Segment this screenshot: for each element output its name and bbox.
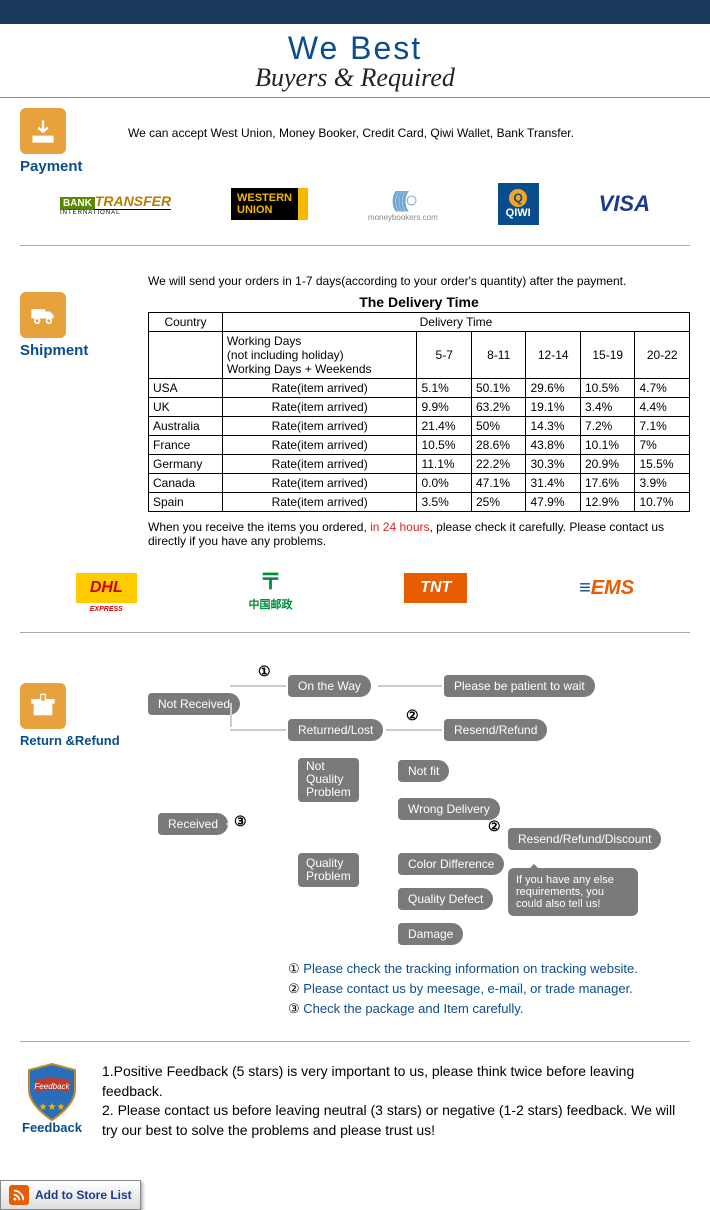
node-quality-problem: QualityProblem	[298, 853, 359, 887]
speech-bubble: If you have any else requirements, you c…	[508, 868, 638, 916]
feedback-section: Feedback ★★★ Feedback 1.Positive Feedback…	[0, 1052, 710, 1150]
node-not-quality-problem: NotQualityProblem	[298, 758, 359, 802]
return-notes: ① Please check the tracking information …	[288, 961, 690, 1017]
payment-logos: BANKTRANSFER INTERNATIONAL WESTERNUNION …	[20, 183, 690, 225]
return-label: Return &Refund	[20, 733, 130, 748]
western-union-logo: WESTERNUNION	[231, 188, 308, 220]
node-wrong-delivery: Wrong Delivery	[398, 798, 500, 820]
add-to-store-button[interactable]: Add to Store List	[0, 1180, 141, 1210]
node-patient: Please be patient to wait	[444, 675, 595, 697]
shipment-intro: We will send your orders in 1-7 days(acc…	[148, 274, 690, 288]
payment-icon	[20, 108, 66, 154]
page-subtitle: Buyers & Required	[0, 63, 710, 97]
shipment-note: When you receive the items you ordered, …	[148, 520, 690, 548]
tnt-logo: TNT	[404, 573, 467, 603]
return-icon	[20, 683, 66, 729]
node-received: Received	[158, 813, 228, 835]
shipment-icon	[20, 292, 66, 338]
node-not-fit: Not fit	[398, 760, 449, 782]
rss-icon	[9, 1185, 29, 1205]
divider	[20, 1041, 690, 1042]
return-flowchart: Not Received ① On the Way Please be pati…	[148, 663, 690, 953]
node-on-way: On the Way	[288, 675, 371, 697]
payment-text: We can accept West Union, Money Booker, …	[128, 126, 690, 140]
moneybookers-logo: ((((○moneybookers.com	[368, 187, 438, 222]
svg-text:Feedback: Feedback	[34, 1082, 70, 1091]
top-bar	[0, 0, 710, 24]
node-not-received: Not Received	[148, 693, 240, 715]
node-resend: Resend/Refund	[444, 719, 547, 741]
dhl-logo: DHL	[76, 573, 137, 603]
divider	[20, 245, 690, 246]
page-title: We Best	[0, 30, 710, 67]
svg-text:★★★: ★★★	[39, 1102, 66, 1113]
header: We Best Buyers & Required	[0, 24, 710, 98]
node-quality-defect: Quality Defect	[398, 888, 493, 910]
visa-logo: VISA	[599, 191, 650, 217]
delivery-table: The Delivery Time CountryDelivery Time W…	[148, 292, 690, 512]
feedback-text: 1.Positive Feedback (5 stars) is very im…	[102, 1062, 690, 1140]
china-post-logo: 〒中国邮政	[248, 564, 292, 612]
payment-label: Payment	[20, 158, 110, 175]
qiwi-logo: QQIWI	[498, 183, 539, 225]
node-damage: Damage	[398, 923, 463, 945]
feedback-label: Feedback	[20, 1120, 84, 1135]
carrier-logos: DHL 〒中国邮政 TNT ≡EMS	[20, 564, 690, 612]
shipment-section: Shipment We will send your orders in 1-7…	[0, 256, 710, 622]
return-section: Return &Refund Not Received ① On the Way…	[0, 643, 710, 1031]
bank-transfer-logo: BANKTRANSFER INTERNATIONAL	[60, 193, 171, 216]
feedback-badge-icon: Feedback ★★★	[25, 1062, 79, 1116]
node-color-diff: Color Difference	[398, 853, 504, 875]
payment-section: Payment We can accept West Union, Money …	[0, 98, 710, 235]
node-rrd: Resend/Refund/Discount	[508, 828, 661, 850]
ems-logo: ≡EMS	[579, 577, 634, 600]
divider	[20, 632, 690, 633]
add-to-store-label: Add to Store List	[35, 1188, 132, 1202]
node-returned: Returned/Lost	[288, 719, 383, 741]
shipment-label: Shipment	[20, 342, 130, 359]
